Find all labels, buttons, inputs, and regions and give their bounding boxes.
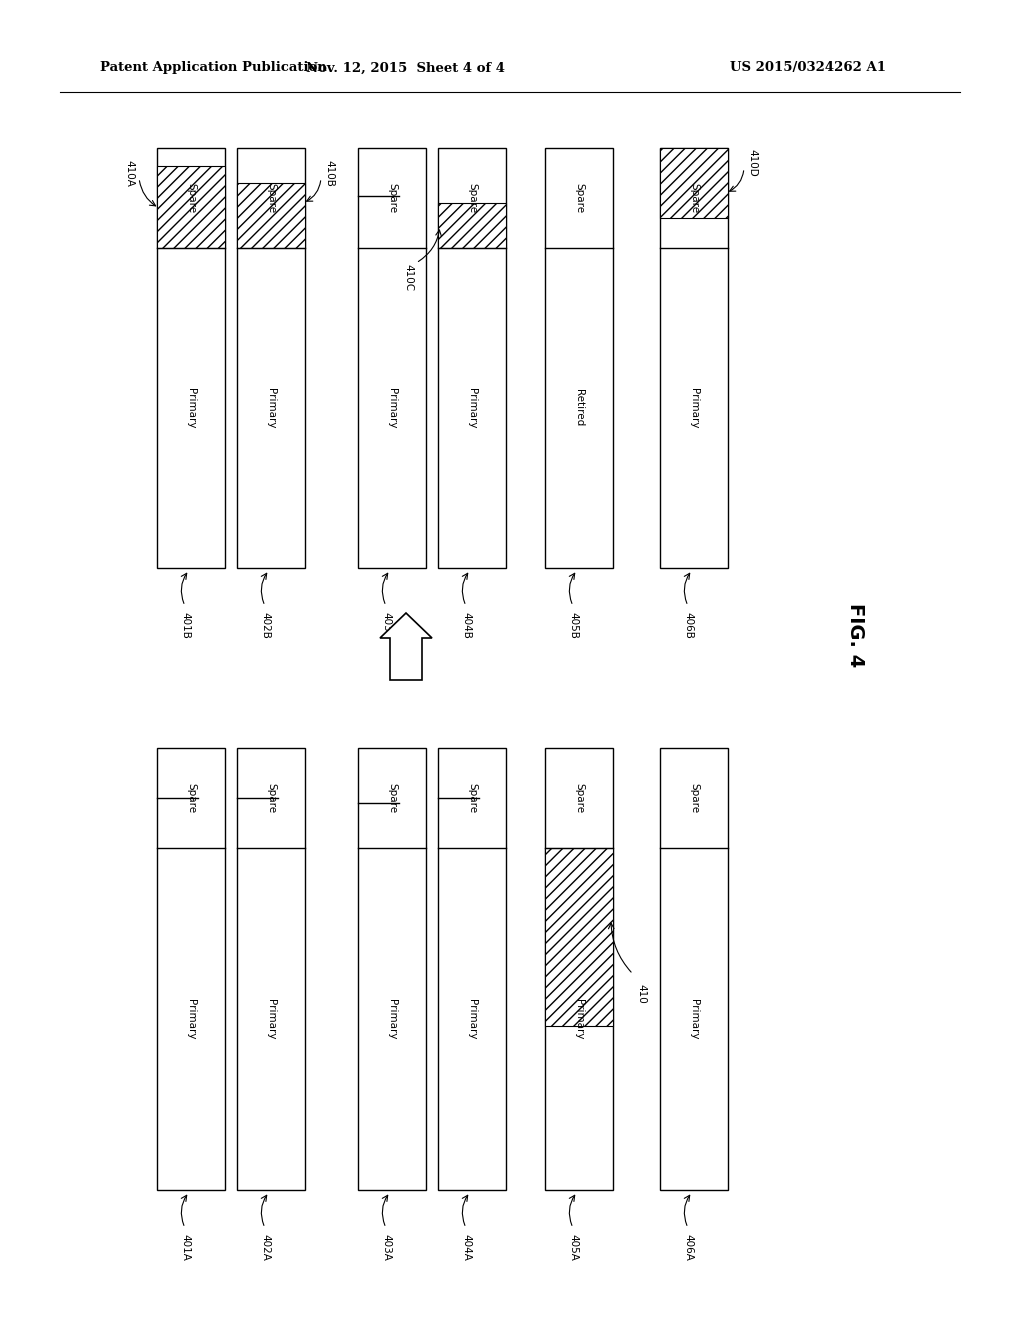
Text: 404B: 404B	[461, 612, 471, 639]
Text: Spare: Spare	[266, 183, 276, 213]
Text: Spare: Spare	[467, 183, 477, 213]
Text: 405A: 405A	[568, 1234, 578, 1261]
Bar	[358, 748, 426, 1191]
Text: Primary: Primary	[186, 999, 196, 1039]
Bar	[157, 148, 225, 568]
Text: 410A: 410A	[124, 160, 134, 186]
Text: Spare: Spare	[574, 183, 584, 213]
Text: Primary: Primary	[689, 999, 699, 1039]
Polygon shape	[380, 612, 432, 680]
Bar	[237, 148, 305, 568]
Text: Retired: Retired	[574, 389, 584, 426]
Text: 406B: 406B	[683, 612, 693, 639]
Bar	[237, 748, 305, 1191]
Text: Primary: Primary	[266, 999, 276, 1039]
Text: Spare: Spare	[186, 183, 196, 213]
Text: 401B: 401B	[180, 612, 190, 639]
Text: 410D: 410D	[746, 149, 757, 177]
Bar	[545, 748, 613, 1191]
Bar	[660, 748, 728, 1191]
Text: Spare: Spare	[186, 783, 196, 813]
Bar	[660, 148, 728, 568]
Text: 403B: 403B	[381, 612, 391, 639]
Text: Primary: Primary	[467, 388, 477, 428]
Text: Spare: Spare	[266, 783, 276, 813]
Text: Spare: Spare	[574, 783, 584, 813]
Text: Spare: Spare	[387, 183, 397, 213]
Text: Primary: Primary	[574, 999, 584, 1039]
Text: 405B: 405B	[568, 612, 578, 639]
Text: Primary: Primary	[387, 388, 397, 428]
Text: Spare: Spare	[467, 783, 477, 813]
Bar	[660, 148, 728, 218]
Text: Primary: Primary	[266, 388, 276, 428]
Bar	[237, 183, 305, 248]
Bar	[545, 148, 613, 568]
Bar	[438, 203, 506, 248]
Text: Spare: Spare	[387, 783, 397, 813]
Text: 402A: 402A	[260, 1234, 270, 1261]
Text: Primary: Primary	[689, 388, 699, 428]
Text: Primary: Primary	[467, 999, 477, 1039]
Bar	[358, 148, 426, 568]
Text: FIG. 4: FIG. 4	[846, 603, 864, 667]
Text: 410B: 410B	[324, 160, 334, 186]
Text: 406A: 406A	[683, 1234, 693, 1261]
Text: Patent Application Publication: Patent Application Publication	[100, 62, 327, 74]
Text: Spare: Spare	[689, 783, 699, 813]
Bar	[438, 148, 506, 568]
Text: Primary: Primary	[387, 999, 397, 1039]
Text: Primary: Primary	[186, 388, 196, 428]
Text: 401A: 401A	[180, 1234, 190, 1261]
Text: 403A: 403A	[381, 1234, 391, 1261]
Text: US 2015/0324262 A1: US 2015/0324262 A1	[730, 62, 886, 74]
Text: 404A: 404A	[461, 1234, 471, 1261]
Bar	[157, 748, 225, 1191]
Bar	[157, 166, 225, 248]
Text: Nov. 12, 2015  Sheet 4 of 4: Nov. 12, 2015 Sheet 4 of 4	[305, 62, 505, 74]
Bar	[545, 847, 613, 1026]
Text: 410: 410	[636, 985, 646, 1005]
Bar	[438, 748, 506, 1191]
Text: Spare: Spare	[689, 183, 699, 213]
Text: 410C: 410C	[403, 264, 413, 292]
Text: 402B: 402B	[260, 612, 270, 639]
